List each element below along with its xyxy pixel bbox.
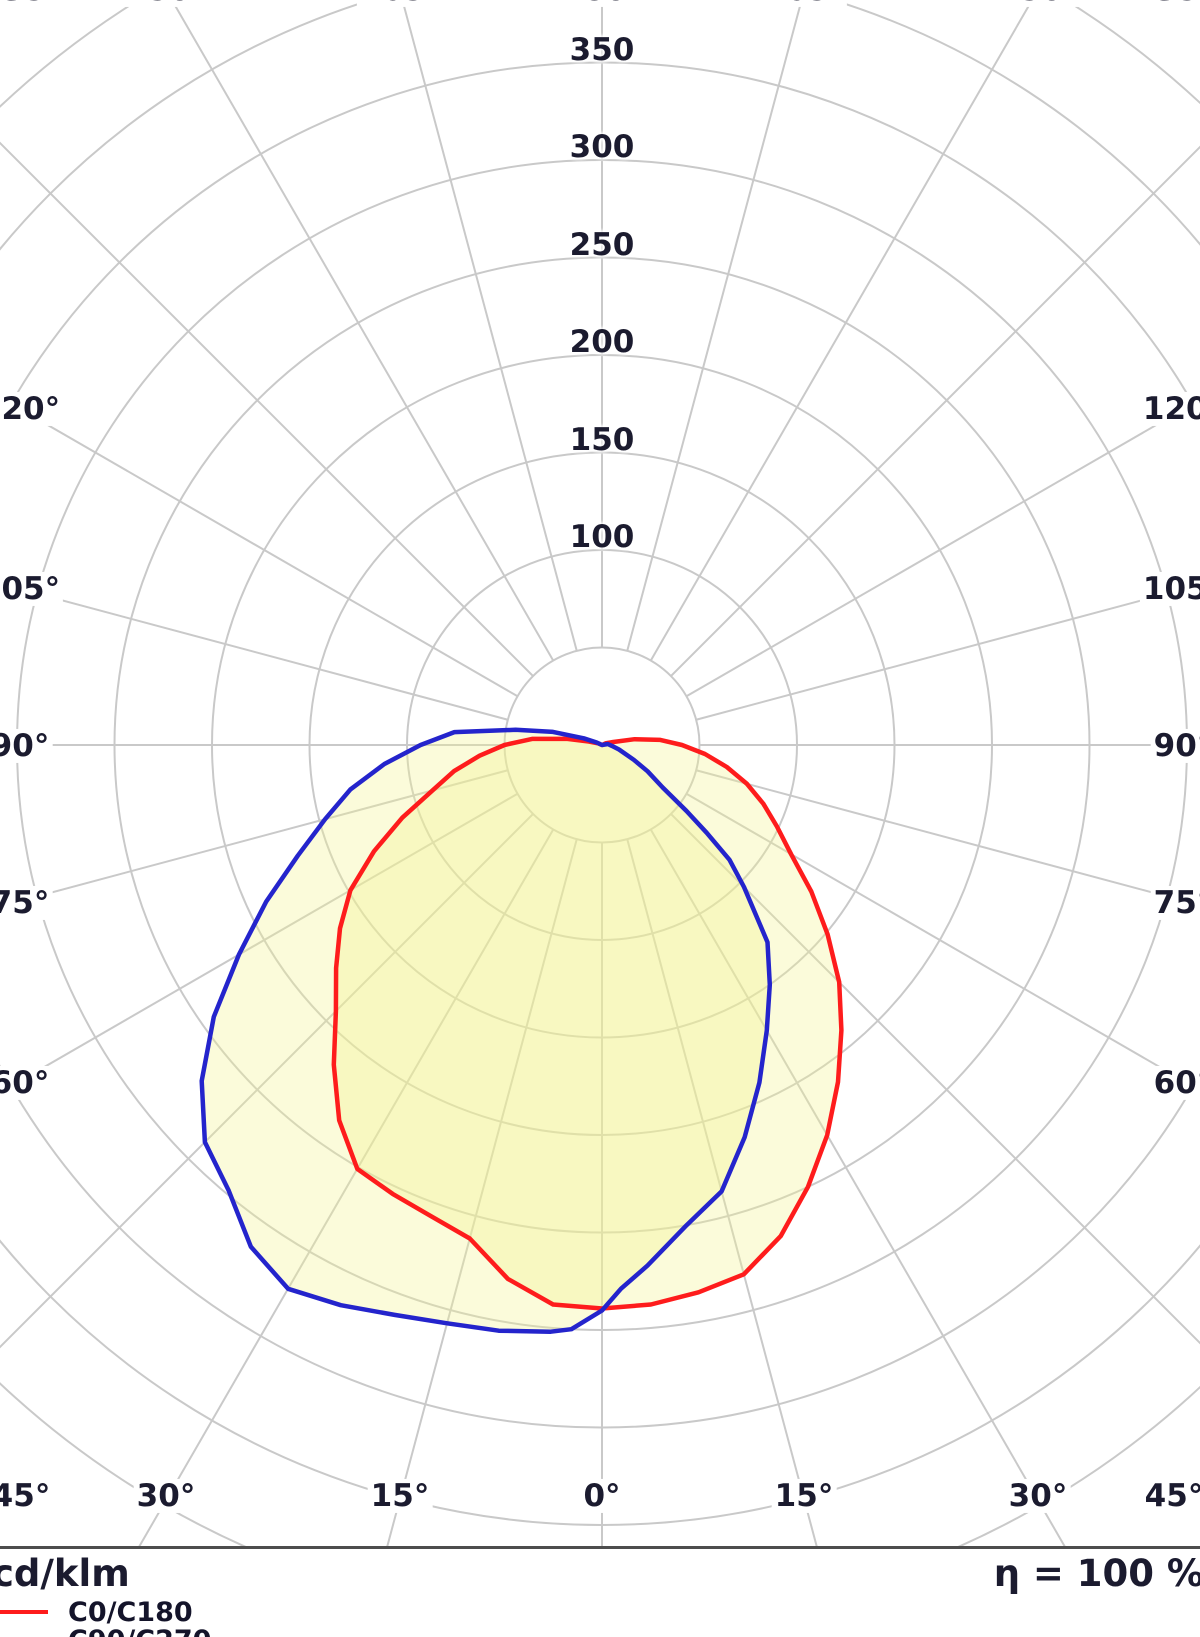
angle-label-left: 90°	[0, 729, 53, 763]
efficiency-label: η = 100 %	[993, 1552, 1200, 1595]
angle-label-right: 120°	[1139, 392, 1200, 426]
legend-label-c0-c180: C0/C180	[68, 1596, 193, 1628]
radial-tick-label: 300	[569, 128, 635, 165]
legend-item-c90-c270: C90/C270	[0, 1624, 211, 1637]
grid-spoke	[170, 0, 555, 662]
fill-c0-c180	[333, 738, 842, 1309]
angle-label-top: 150°	[994, 0, 1082, 7]
radial-unit-label: cd/klm	[0, 1552, 130, 1595]
angle-label-bottom: 45°	[1141, 1479, 1200, 1513]
radial-tick-label: 250	[569, 226, 635, 263]
angle-label-top: 135°	[0, 0, 65, 7]
grid-spoke	[649, 0, 1034, 662]
angle-label-bottom: 30°	[1005, 1479, 1071, 1513]
angle-label-left: 120°	[0, 392, 64, 426]
angle-label-right: 105°	[1139, 572, 1200, 606]
grid-spoke	[386, 838, 578, 1546]
grid-spoke	[0, 792, 519, 1094]
radial-tick-label: 350	[569, 31, 635, 68]
angle-label-top: 165°	[760, 0, 848, 7]
polar-chart	[0, 0, 1200, 1546]
angle-label-top: 135°	[1130, 0, 1200, 7]
grid-spoke	[685, 398, 1200, 698]
radial-tick-label: 150	[569, 421, 635, 458]
grid-spoke	[670, 145, 1200, 677]
angle-label-left: 105°	[0, 572, 64, 606]
legend-item-c0-c180: C0/C180	[0, 1596, 193, 1628]
grid-spoke	[401, 0, 578, 652]
angle-label-left: 60°	[0, 1066, 53, 1100]
grid-spoke	[695, 583, 1200, 721]
angle-label-top: 180°	[558, 0, 646, 7]
legend-swatch-c0-c180	[0, 1610, 48, 1614]
angle-label-top: 165°	[356, 0, 444, 7]
angle-label-bottom: 30°	[133, 1479, 199, 1513]
grid-spoke	[0, 813, 534, 1349]
grid-spoke	[0, 396, 519, 698]
angle-label-bottom: 0°	[580, 1479, 624, 1513]
angle-label-right: 90°	[1150, 729, 1200, 763]
angle-label-bottom: 15°	[771, 1479, 837, 1513]
angle-label-right: 60°	[1150, 1066, 1200, 1100]
radial-tick-label: 200	[569, 323, 635, 360]
fill-c90-c270	[201, 729, 770, 1332]
grid-spoke	[0, 582, 509, 721]
grid-spoke	[0, 141, 534, 677]
grid-spoke	[685, 792, 1200, 1092]
radial-tick-label: 100	[569, 518, 635, 555]
footer-divider	[0, 1546, 1200, 1549]
grid-spoke	[695, 769, 1200, 907]
angle-label-left: 75°	[0, 886, 53, 920]
angle-label-right: 75°	[1150, 886, 1200, 920]
angle-label-bottom: 15°	[367, 1479, 433, 1513]
angle-label-bottom: 45°	[0, 1479, 54, 1513]
grid-spoke	[626, 0, 803, 652]
legend-label-c90-c270: C90/C270	[68, 1625, 211, 1637]
curve-c90-c270	[199, 727, 773, 1334]
angle-label-top: 150°	[122, 0, 210, 7]
grid-spoke	[670, 813, 1200, 1345]
grid-spoke	[0, 769, 509, 908]
